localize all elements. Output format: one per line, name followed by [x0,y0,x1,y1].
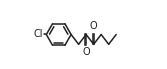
Text: O: O [82,47,90,57]
Text: O: O [90,22,98,31]
Text: Cl: Cl [33,30,43,39]
